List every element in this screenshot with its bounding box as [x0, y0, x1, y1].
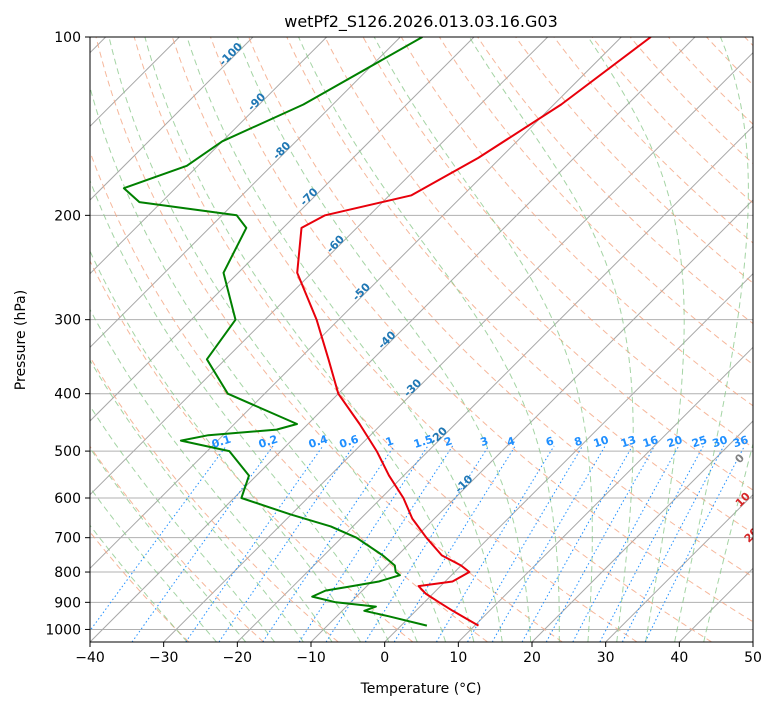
- x-tick-label: −10: [296, 650, 326, 666]
- dry-adiabat-line: [96, 37, 562, 642]
- dry-adiabat-line: [58, 37, 488, 642]
- dry-adiabat-line: [516, 37, 775, 642]
- moist-adiabat-line: [374, 37, 592, 642]
- mixing-ratio-label: 4: [505, 434, 517, 449]
- dry-adiabat-line: [745, 37, 775, 642]
- mixing-ratio-label: 0.4: [307, 432, 330, 450]
- mixing-ratio-line: [600, 446, 704, 642]
- dry-adiabat-label: -100: [216, 40, 245, 69]
- dry-adiabat-label: -80: [270, 139, 293, 162]
- moist-adiabat-line: [0, 37, 275, 642]
- mixing-ratio-line: [365, 446, 489, 642]
- isotherm-line: [0, 37, 400, 642]
- mixing-ratio-label: 25: [690, 433, 709, 450]
- moist-adiabat-line: [51, 37, 389, 642]
- chart-title: wetPf2_S126.2026.013.03.16.G03: [284, 12, 558, 32]
- y-tick-label: 500: [54, 444, 81, 460]
- y-tick-label: 1000: [45, 622, 81, 638]
- x-tick-label: 20: [523, 650, 541, 666]
- x-tick-label: −40: [75, 650, 105, 666]
- dry-adiabat-line: [707, 37, 775, 642]
- x-tick-label: 50: [744, 650, 762, 666]
- mixing-ratio-label: 13: [619, 433, 638, 450]
- moist-adiabat-line: [78, 37, 417, 642]
- isotherm-line: [532, 37, 775, 642]
- x-tick-label: 30: [597, 650, 615, 666]
- mixing-ratio-line: [522, 446, 632, 642]
- isotherm-line: [0, 37, 253, 642]
- moist-adiabat-line: [0, 37, 303, 642]
- moist-adiabat-line: [469, 37, 633, 642]
- moist-adiabat-label: 30: [752, 559, 772, 579]
- mixing-ratio-label: 20: [665, 433, 684, 450]
- y-tick-label: 800: [54, 565, 81, 581]
- dry-adiabat-line: [554, 37, 775, 642]
- mixing-ratio-line: [186, 446, 323, 642]
- mixing-ratio-line: [546, 446, 654, 642]
- isotherm-line: [458, 37, 775, 642]
- y-tick-label: 100: [54, 30, 81, 46]
- moist-adiabat-line: [675, 37, 749, 642]
- dry-adiabat-label: -50: [350, 280, 373, 303]
- dry-adiabat-label: -70: [297, 185, 320, 208]
- dry-adiabat-line: [0, 37, 338, 642]
- mixing-ratio-label: 3: [479, 434, 490, 449]
- x-tick-label: 10: [449, 650, 467, 666]
- dry-adiabat-label: -40: [375, 328, 398, 351]
- y-tick-label: 700: [54, 531, 81, 547]
- moist-adiabat-line: [27, 37, 361, 642]
- moist-adiabat-line: [588, 37, 684, 642]
- mixing-ratio-line: [82, 446, 227, 642]
- dry-adiabat-line: [0, 37, 264, 642]
- plot-frame: [90, 37, 753, 642]
- mixing-ratio-label: 8: [573, 434, 584, 449]
- mixing-ratio-line: [468, 446, 583, 642]
- dry-adiabat-label: -90: [245, 90, 268, 113]
- moist-adiabat-line: [4, 37, 332, 642]
- moist-adiabat-line: [187, 37, 502, 642]
- y-tick-label: 600: [54, 491, 81, 507]
- y-tick-label: 300: [54, 313, 81, 329]
- x-axis-label: Temperature (°C): [360, 681, 482, 697]
- dry-adiabat-line: [20, 37, 413, 642]
- dry-adiabat-label: -60: [324, 232, 347, 255]
- x-tick-label: 40: [670, 650, 688, 666]
- isotherm-line: [0, 37, 474, 642]
- moist-adiabat-line: [0, 37, 216, 642]
- isotherm-line: [753, 37, 775, 642]
- moist-adiabat-label: 0: [732, 451, 747, 466]
- y-tick-label: 400: [54, 387, 81, 403]
- mixing-ratio-label: 1: [384, 434, 395, 449]
- mixing-ratio-label: 16: [641, 433, 660, 450]
- mixing-ratio-label: 0.2: [257, 433, 280, 451]
- moist-adiabat-label: 10: [733, 490, 753, 510]
- isotherm-line: [385, 37, 775, 642]
- mixing-ratio-label: 10: [592, 433, 611, 450]
- dry-adiabat-label: -30: [401, 376, 424, 399]
- x-tick-label: 0: [380, 650, 389, 666]
- y-axis-label: Pressure (hPa): [13, 290, 29, 390]
- x-tick-label: −30: [149, 650, 179, 666]
- x-tick-label: −20: [223, 650, 253, 666]
- mixing-ratio-label: 6: [544, 434, 556, 449]
- dry-adiabat-label: -10: [452, 472, 475, 495]
- isotherm-line: [16, 37, 621, 642]
- mixing-ratio-label: 36: [731, 433, 750, 450]
- moist-adiabat-line: [0, 37, 246, 642]
- mixing-ratio-line: [219, 446, 354, 642]
- y-tick-label: 200: [54, 208, 81, 224]
- moist-adiabat-label: 40: [765, 590, 775, 610]
- y-tick-label: 900: [54, 595, 81, 611]
- moist-adiabat-line: [704, 37, 775, 642]
- mixing-ratio-line: [573, 446, 679, 642]
- isotherm-line: [237, 37, 775, 642]
